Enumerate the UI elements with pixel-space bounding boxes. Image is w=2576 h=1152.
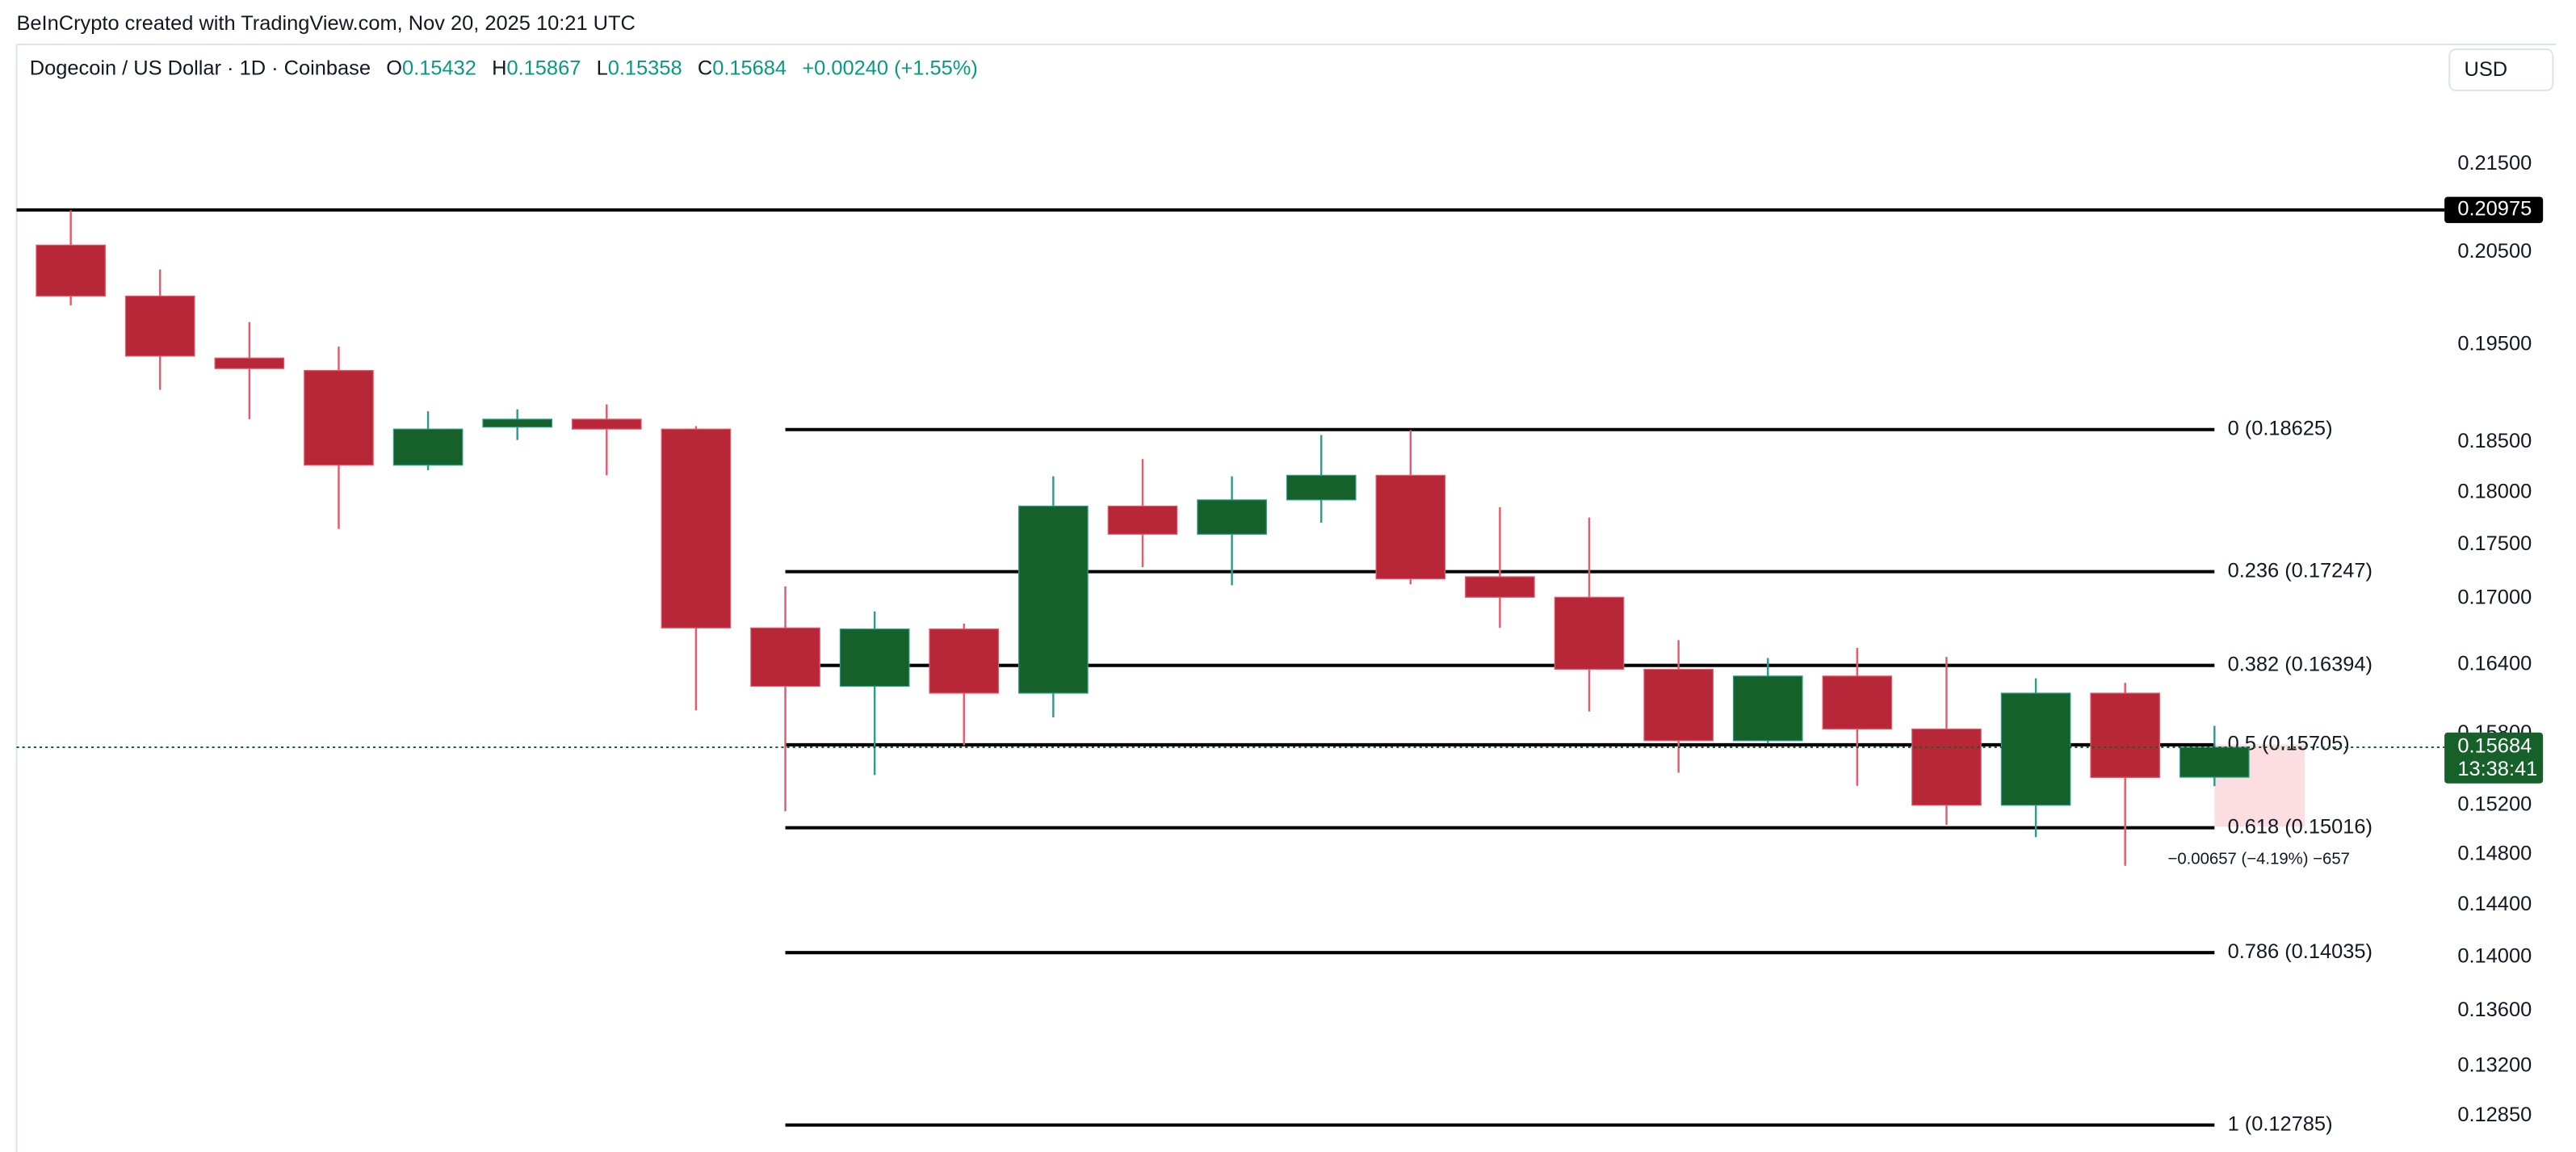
y-tick-label: 0.14800 — [2457, 842, 2532, 864]
currency-button[interactable] — [2448, 48, 2554, 91]
credit: BeInCrypto created with TradingView.com,… — [17, 12, 636, 35]
y-tick-label: 0.21500 — [2457, 152, 2532, 174]
candle-body — [1554, 596, 1625, 671]
price-tag — [2444, 732, 2544, 784]
y-tick-label: 0.13200 — [2457, 1053, 2532, 1076]
y-tick-label: 0.16400 — [2457, 653, 2532, 675]
candle-body — [124, 295, 195, 357]
price-tag-label: 0.20975 — [2457, 198, 2532, 221]
y-tick-label: 0.19500 — [2457, 332, 2532, 355]
c-value: 0.15684 — [712, 57, 787, 79]
fib-label: 0.236 (0.17247) — [2228, 559, 2373, 582]
y-tick-label: 0.20500 — [2457, 240, 2532, 263]
candle-body — [1197, 499, 1267, 535]
candle-body — [571, 418, 642, 430]
y-tick-label: 0.14000 — [2457, 945, 2532, 968]
y-tick-label: 0.13600 — [2457, 999, 2532, 1021]
h-label: H — [492, 57, 506, 79]
y-tick-label: 0.18500 — [2457, 430, 2532, 452]
fib-label: 0.618 (0.15016) — [2228, 815, 2373, 838]
fib-label: 0.382 (0.16394) — [2228, 653, 2373, 675]
candle-body — [750, 627, 820, 687]
price-tag — [2444, 196, 2544, 224]
price-tag-label: 0.15684 — [2457, 735, 2532, 758]
fib-label: 0 (0.18625) — [2228, 417, 2333, 439]
candle-body — [482, 418, 553, 428]
candle-body — [839, 629, 910, 687]
fib-label: 0.786 (0.14035) — [2228, 940, 2373, 963]
y-tick-label: 0.12850 — [2457, 1104, 2532, 1126]
candle-body — [929, 629, 1000, 694]
candle-body — [1732, 675, 1803, 742]
o-label: O — [386, 57, 402, 79]
countdown: 13:38:41 — [2457, 758, 2537, 780]
fib-label: 1 (0.12785) — [2228, 1112, 2333, 1135]
candle-body — [661, 428, 732, 629]
candle-body — [392, 428, 464, 466]
candle-body — [1911, 728, 1982, 806]
l-label: L — [597, 57, 608, 79]
candle-body — [304, 370, 374, 466]
y-tick-label: 0.18000 — [2457, 481, 2532, 503]
y-tick-label: 0.14400 — [2457, 893, 2532, 915]
plot: 0.21500 0.20500 0.19500 0.18500 0.18000 0.175… — [16, 152, 2544, 1135]
y-tick-label: 0.17500 — [2457, 532, 2532, 555]
candle-body — [2090, 692, 2161, 778]
candle-body — [1286, 474, 1357, 501]
candle-body — [1107, 505, 1178, 535]
candle-body — [1465, 576, 1535, 598]
y-tick-label: 0.15200 — [2457, 793, 2532, 815]
measure-label: −0.00657 (−4.19%) −657 — [2167, 850, 2350, 868]
y-tick-label: 0.17000 — [2457, 586, 2532, 608]
candle-body — [1375, 474, 1446, 580]
candle-body — [214, 357, 285, 369]
candle-body — [1822, 675, 1893, 729]
currency: USD — [2465, 58, 2508, 81]
o-value: 0.15432 — [402, 57, 476, 79]
candle-body — [1643, 668, 1714, 742]
candle-body — [2000, 692, 2071, 806]
l-value: 0.15358 — [608, 57, 682, 79]
change: +0.00240 (+1.55%) — [802, 57, 978, 79]
candle-body — [2179, 746, 2250, 778]
symbol: Dogecoin / US Dollar · 1D · Coinbase — [30, 57, 371, 79]
candle-body — [1018, 505, 1089, 694]
c-label: C — [698, 57, 712, 79]
h-value: 0.15867 — [506, 57, 581, 79]
legend-line: Dogecoin / US Dollar · 1D · Coinbase O0.… — [30, 57, 978, 79]
candle-body — [36, 244, 106, 297]
